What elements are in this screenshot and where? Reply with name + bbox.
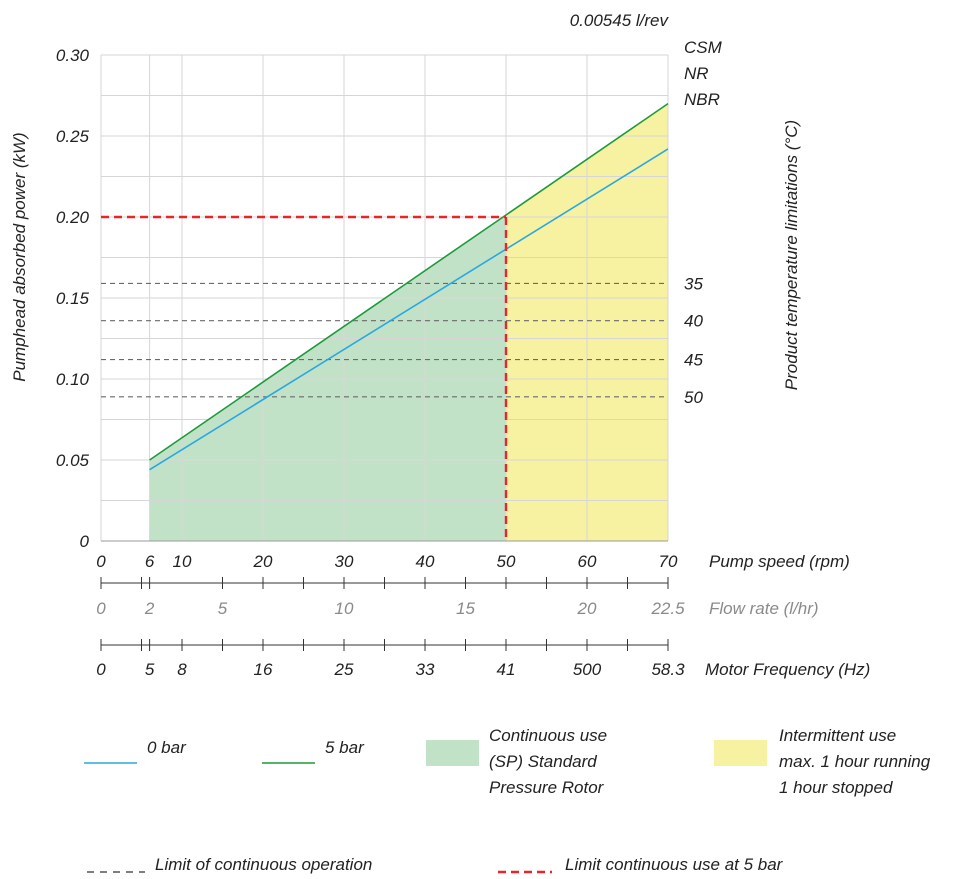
axis-1-tick-label-9: 15: [456, 599, 475, 618]
temperature-label-50: 50: [684, 388, 703, 407]
y-axis-title: Pumphead absorbed power (kW): [10, 132, 29, 381]
pump-speed-tick-7: 60: [578, 552, 597, 571]
series-layer: [149, 102, 669, 471]
axis-1-tick-label-3: 5: [218, 599, 228, 618]
legend: 0 bar 5 bar Continuous use (SP) Standard Pre…: [84, 726, 931, 874]
legend-intermittent-swatch: [714, 740, 767, 766]
y-axis: 0 0.05 0.10 0.15 0.20 0.25 0.30: [56, 46, 90, 551]
axis-2-tick-label-15: 58.3: [651, 660, 685, 679]
pump-speed-tick-3: 20: [253, 552, 273, 571]
y-tick-label-0: 0: [80, 532, 90, 551]
y-tick-label-6: 0.30: [56, 46, 90, 65]
temperature-label-40: 40: [684, 312, 703, 331]
legend-intermittent-line-1: max. 1 hour running: [779, 752, 931, 771]
axis-2-tick-label-9: 33: [416, 660, 435, 679]
grid-layer: [100, 54, 669, 542]
y-tick-label-3: 0.15: [56, 289, 90, 308]
axis-1-tick-label-0: 0: [96, 599, 106, 618]
legend-continuous-limit-label: Limit of continuous operation: [155, 855, 372, 874]
temperature-limit-lines: [101, 282, 668, 398]
pump-speed-tick-5: 40: [416, 552, 435, 571]
region-0-area: [149, 214, 506, 541]
pump-speed-axis-title: Pump speed (rpm): [709, 552, 850, 571]
axis-1-tick-label-14: 22.5: [650, 599, 685, 618]
material-label-CSM: CSM: [684, 38, 723, 57]
legend-intermittent-line-2: 1 hour stopped: [779, 778, 893, 797]
regions-layer: [149, 103, 668, 541]
temperature-label-35: 35: [684, 274, 703, 293]
right-labels: CSM NR NBR 35 40 45 50: [684, 38, 723, 407]
legend-5bar-limit-label: Limit continuous use at 5 bar: [565, 855, 784, 874]
y-tick-label-4: 0.20: [56, 208, 90, 227]
pump-speed-tick-1: 6: [145, 552, 155, 571]
axis-2-tick-label-0: 0: [96, 660, 106, 679]
axis-2-tick-label-2: 5: [145, 660, 155, 679]
axis-2-title: Motor Frequency (Hz): [705, 660, 870, 679]
axis-2-tick-label-13: 500: [573, 660, 602, 679]
pump-speed-tick-0: 0: [96, 552, 106, 571]
right-axis-title: Product temperature limitations (°C): [782, 120, 801, 390]
top-label: 0.00545 l/rev: [570, 11, 670, 30]
legend-0bar-label: 0 bar: [147, 738, 187, 757]
x-axes: 0 6 10 20 30 40 50 60 70 Pump speed (rpm)0 2 5 10 15 2…: [96, 552, 870, 679]
legend-5bar-label: 5 bar: [325, 738, 365, 757]
series-line-0: [149, 148, 669, 471]
y-tick-label-5: 0.25: [56, 127, 90, 146]
axis-1-title: Flow rate (l/hr): [709, 599, 819, 618]
legend-intermittent-line-0: Intermittent use: [779, 726, 896, 745]
axis-1-tick-label-12: 20: [577, 599, 597, 618]
pump-speed-tick-2: 10: [173, 552, 192, 571]
temperature-label-45: 45: [684, 351, 703, 370]
y-tick-label-2: 0.10: [56, 370, 90, 389]
axis-2-tick-label-5: 16: [254, 660, 273, 679]
limit-5bar-lines: [101, 215, 508, 541]
material-label-NR: NR: [684, 64, 709, 83]
pump-speed-tick-6: 50: [497, 552, 516, 571]
axis-1-tick-label-2: 2: [144, 599, 155, 618]
axis-2-tick-label-11: 41: [497, 660, 516, 679]
y-tick-label-1: 0.05: [56, 451, 90, 470]
legend-continuous-swatch: [426, 740, 479, 766]
legend-continuous-line-2: Pressure Rotor: [489, 778, 605, 797]
pump-speed-tick-4: 30: [335, 552, 354, 571]
axis-1-tick-label-6: 10: [335, 599, 354, 618]
material-label-NBR: NBR: [684, 90, 720, 109]
legend-continuous-line-0: Continuous use: [489, 726, 607, 745]
legend-continuous-line-1: (SP) Standard: [489, 752, 597, 771]
series-line-1: [149, 102, 669, 461]
axis-2-tick-label-3: 8: [177, 660, 187, 679]
pump-speed-tick-8: 70: [659, 552, 678, 571]
axis-2-tick-label-7: 25: [334, 660, 354, 679]
